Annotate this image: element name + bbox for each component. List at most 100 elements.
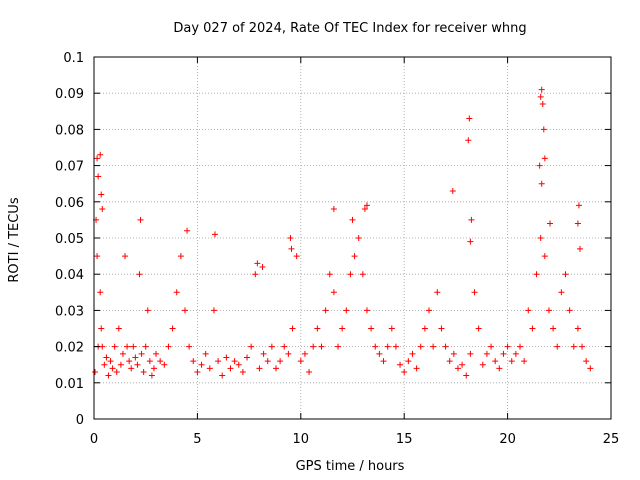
data-point xyxy=(144,307,151,314)
data-point xyxy=(259,263,266,270)
x-tick-label: 25 xyxy=(603,432,620,447)
data-point xyxy=(138,350,145,357)
data-point xyxy=(359,271,366,278)
data-point xyxy=(117,361,124,368)
data-point xyxy=(248,343,255,350)
data-point xyxy=(227,365,234,372)
data-point xyxy=(98,191,105,198)
data-point xyxy=(136,271,143,278)
data-point xyxy=(541,253,548,260)
y-tick-label: 0.04 xyxy=(55,268,84,283)
data-point xyxy=(574,325,581,332)
data-point xyxy=(574,220,581,227)
data-point xyxy=(95,173,102,180)
data-point xyxy=(314,325,321,332)
data-point xyxy=(539,101,546,108)
data-point xyxy=(330,206,337,213)
data-point xyxy=(142,343,149,350)
data-point xyxy=(335,343,342,350)
data-point xyxy=(570,343,577,350)
data-point xyxy=(165,343,172,350)
data-point xyxy=(130,343,137,350)
y-axis-label: ROTI / TECUs xyxy=(7,197,22,282)
data-point xyxy=(326,271,333,278)
data-point xyxy=(297,358,304,365)
data-point xyxy=(113,368,120,375)
data-point xyxy=(109,365,116,372)
data-point xyxy=(538,180,545,187)
data-point xyxy=(583,358,590,365)
data-point xyxy=(347,271,354,278)
data-point xyxy=(363,307,370,314)
data-point xyxy=(306,368,313,375)
y-tick-label: 0 xyxy=(76,413,84,428)
data-point xyxy=(554,343,561,350)
data-point xyxy=(401,368,408,375)
data-point xyxy=(272,365,279,372)
data-point xyxy=(363,202,370,209)
data-point xyxy=(184,227,191,234)
data-point xyxy=(97,289,104,296)
data-point xyxy=(322,307,329,314)
data-point xyxy=(504,343,511,350)
data-point xyxy=(161,361,168,368)
data-point xyxy=(545,307,552,314)
data-point xyxy=(541,155,548,162)
data-point xyxy=(500,350,507,357)
data-point xyxy=(190,358,197,365)
data-point xyxy=(198,361,205,368)
data-point xyxy=(550,325,557,332)
data-point xyxy=(546,220,553,227)
data-point xyxy=(132,354,139,361)
data-point xyxy=(268,343,275,350)
data-point xyxy=(157,358,164,365)
data-point xyxy=(330,289,337,296)
data-point xyxy=(537,93,544,100)
data-point xyxy=(254,260,261,267)
data-point xyxy=(538,86,545,93)
data-point xyxy=(430,343,437,350)
data-point xyxy=(540,126,547,133)
data-point xyxy=(99,206,106,213)
data-point xyxy=(231,358,238,365)
data-point xyxy=(148,372,155,379)
data-point xyxy=(521,358,528,365)
data-point xyxy=(92,368,99,375)
y-tick-label: 0.02 xyxy=(55,341,84,356)
data-point xyxy=(318,343,325,350)
data-point xyxy=(380,358,387,365)
chart-title: Day 027 of 2024, Rate Of TEC Index for r… xyxy=(173,21,526,36)
data-point xyxy=(94,155,101,162)
data-point xyxy=(289,325,296,332)
data-point xyxy=(98,325,105,332)
data-point xyxy=(219,372,226,379)
data-point xyxy=(111,343,118,350)
data-point xyxy=(361,206,368,213)
data-point xyxy=(349,216,356,223)
x-tick-label: 0 xyxy=(90,432,98,447)
data-point xyxy=(202,350,209,357)
data-point xyxy=(115,325,122,332)
data-point xyxy=(215,358,222,365)
data-point xyxy=(537,235,544,241)
data-point xyxy=(260,350,267,357)
data-point xyxy=(210,307,217,314)
data-point xyxy=(97,151,104,158)
data-point xyxy=(343,307,350,314)
data-point xyxy=(376,350,383,357)
data-point xyxy=(417,343,424,350)
data-point xyxy=(533,271,540,278)
x-tick-label: 5 xyxy=(193,432,201,447)
data-point xyxy=(409,350,416,357)
data-point xyxy=(496,365,503,372)
data-point xyxy=(146,358,153,365)
data-point xyxy=(492,358,499,365)
data-point xyxy=(471,289,478,296)
data-point xyxy=(576,245,583,252)
data-point xyxy=(449,187,456,194)
axis-ticks: 0 0.01 0.02 0.03 0.04 0.05 0.06 0.07 0.08 0.09 0.1… xyxy=(55,51,619,447)
data-point xyxy=(94,253,101,260)
data-point xyxy=(122,253,129,260)
data-point xyxy=(181,307,188,314)
